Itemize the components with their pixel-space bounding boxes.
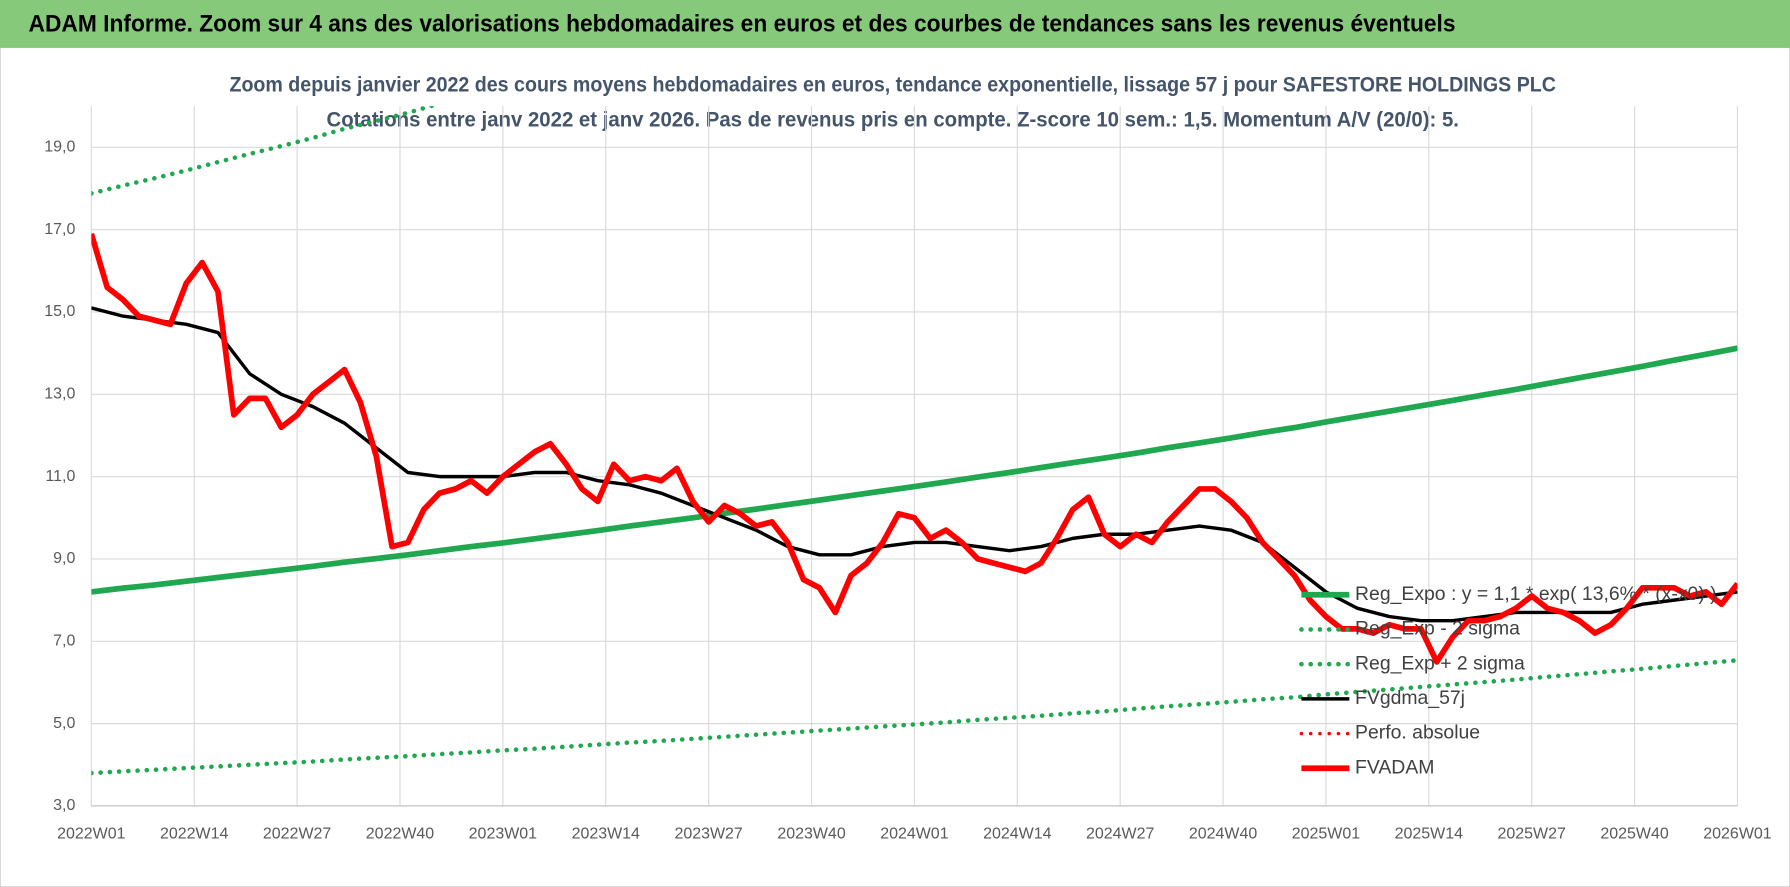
y-tick-label: 11,0 [45,468,75,485]
x-tick-label: 2024W27 [1086,826,1154,843]
x-tick-label: 2023W01 [469,826,537,843]
x-tick-label: 2025W40 [1600,826,1668,843]
x-tick-label: 2025W01 [1292,826,1360,843]
series-line [91,345,1738,595]
legend-label: Perfo. absolue [1355,722,1480,744]
banner-title: ADAM Informe. Zoom sur 4 ans des valoris… [29,10,1456,37]
series-line [91,232,1738,665]
x-tick-label: 2022W27 [263,826,331,843]
x-tick-label: 2022W14 [160,826,228,843]
chart-title: Zoom depuis janvier 2022 des cours moyen… [229,71,1556,96]
x-tick-label: 2024W40 [1189,826,1257,843]
x-tick-label: 2026W01 [1703,826,1771,843]
y-tick-label: 3,0 [53,797,75,814]
legend-label: Reg_Expo : y = 1,1 * exp( 13,6% * (x-x0)… [1355,583,1717,605]
x-tick-label: 2023W40 [777,826,845,843]
series-line [91,658,1738,776]
x-tick-label: 2023W27 [674,826,742,843]
x-tick-label: 2022W40 [366,826,434,843]
x-tick-label: 2024W01 [880,826,948,843]
x-tick-label: 2025W27 [1498,826,1566,843]
x-tick-label: 2022W01 [57,826,125,843]
y-tick-label: 15,0 [44,303,75,320]
y-tick-label: 19,0 [44,139,75,156]
legend-label: FVgdma_57j [1355,687,1465,709]
y-tick-label: 5,0 [53,715,75,732]
legend-label: FVADAM [1355,756,1434,778]
legend-label: Reg_Exp + 2 sigma [1355,652,1525,674]
banner [0,0,1790,48]
x-tick-label: 2025W14 [1395,826,1463,843]
y-tick-label: 13,0 [44,386,75,403]
plot-area [91,106,1738,776]
y-tick-label: 7,0 [53,633,75,650]
series-line [91,306,1738,623]
legend-label: Reg_Exp - 2 sigma [1355,618,1520,640]
chart-subtitle: Cotations entre janv 2022 et janv 2026. … [326,107,1458,132]
y-tick-label: 17,0 [44,221,75,238]
x-tick-label: 2023W14 [572,826,640,843]
x-tick-label: 2024W14 [983,826,1051,843]
y-tick-label: 9,0 [53,550,75,567]
